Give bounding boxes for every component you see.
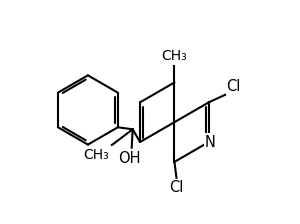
Text: CH₃: CH₃ bbox=[83, 148, 109, 162]
Text: Cl: Cl bbox=[169, 180, 184, 195]
Text: CH₃: CH₃ bbox=[162, 49, 187, 63]
Text: OH: OH bbox=[118, 151, 141, 166]
Text: Cl: Cl bbox=[226, 79, 241, 94]
Text: N: N bbox=[205, 135, 216, 150]
